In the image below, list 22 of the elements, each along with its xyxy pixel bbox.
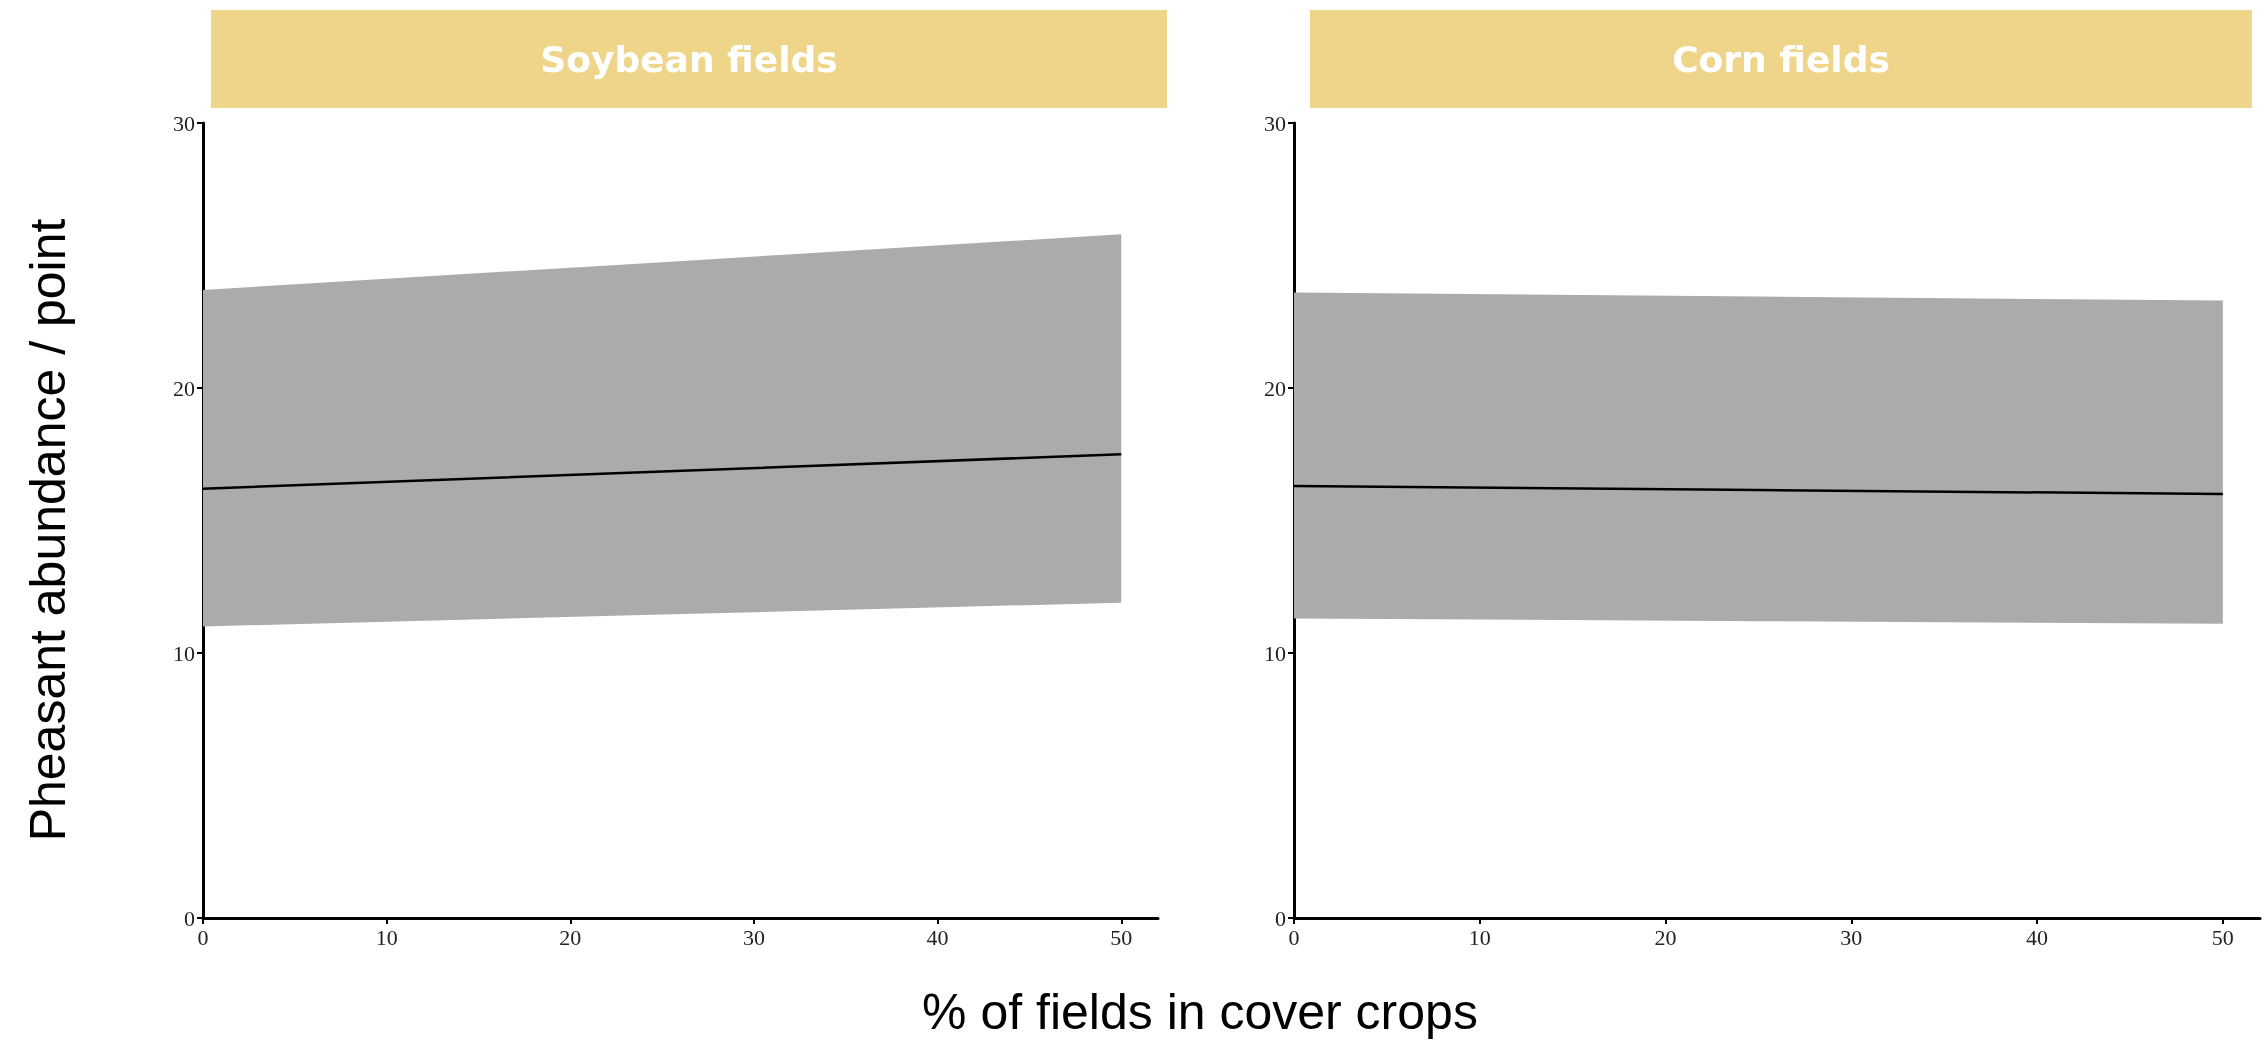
- x-tick-label: 20: [1654, 924, 1677, 950]
- x-tick-label: 40: [926, 924, 949, 950]
- y-tick-label: 30: [173, 110, 195, 136]
- y-tick-label: 0: [1275, 905, 1286, 931]
- x-tick-label: 50: [1110, 924, 1133, 950]
- y-axis-title: Pheasant abundance / point: [19, 218, 77, 842]
- y-tick-label: 10: [173, 640, 195, 666]
- x-tick-label: 50: [2211, 924, 2234, 950]
- y-tick-label: 20: [173, 375, 195, 401]
- x-tick-label: 20: [559, 924, 582, 950]
- x-tick-label: 40: [2026, 924, 2049, 950]
- x-tick-label: 30: [1840, 924, 1863, 950]
- chart-title: Corn fields: [1310, 10, 2252, 108]
- x-axis-title: % of fields in cover crops: [922, 983, 1478, 1041]
- chart-title: Soybean fields: [211, 10, 1167, 108]
- x-tick-label: 10: [375, 924, 398, 950]
- y-tick-label: 20: [1264, 375, 1286, 401]
- x-tick-label: 10: [1468, 924, 1491, 950]
- y-tick-label: 30: [1264, 110, 1286, 136]
- y-tick-label: 10: [1264, 640, 1286, 666]
- y-tick-label: 0: [184, 905, 195, 931]
- x-tick-label: 30: [742, 924, 765, 950]
